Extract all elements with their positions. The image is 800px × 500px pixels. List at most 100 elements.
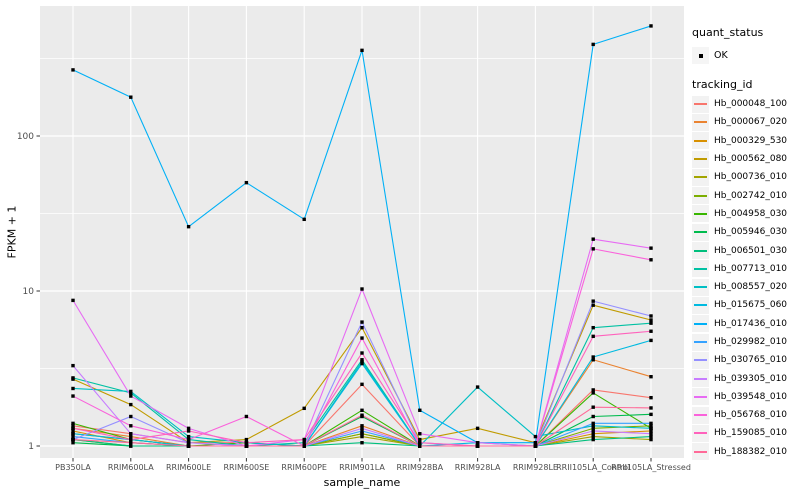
data-point <box>360 358 364 362</box>
data-point <box>360 426 364 431</box>
data-point <box>244 444 249 448</box>
data-point <box>302 437 306 442</box>
data-point <box>649 412 653 417</box>
data-point <box>71 298 75 303</box>
legend-entry-Hb_000329_530: Hb_000329_530 <box>692 132 798 150</box>
data-point <box>71 426 75 431</box>
legend-entry-label: Hb_000562_080 <box>714 154 788 165</box>
data-point <box>591 421 595 426</box>
legend-key-swatch <box>692 132 709 150</box>
legend-entry-Hb_002742_010: Hb_002742_010 <box>692 186 798 205</box>
data-point <box>186 437 191 442</box>
data-point <box>129 441 133 445</box>
legend-entry-Hb_017436_010: Hb_017436_010 <box>692 315 798 333</box>
data-point <box>71 424 75 428</box>
legend-key-swatch <box>692 406 709 424</box>
data-point <box>649 395 653 400</box>
x-tick-label: RRIM928LA <box>455 463 501 472</box>
data-point <box>71 68 75 72</box>
legend-entry-label: Hb_030765_010 <box>714 355 788 366</box>
legend-entry-Hb_007713_010: Hb_007713_010 <box>692 260 798 278</box>
data-point <box>186 444 191 448</box>
x-tick-label: RRIM928BA <box>396 463 443 472</box>
data-point <box>129 437 133 442</box>
legend-entry-Hb_015675_060: Hb_015675_060 <box>692 296 798 314</box>
data-point <box>360 424 364 428</box>
x-tick-label: RRIM600PE <box>281 463 327 472</box>
legend-entry-Hb_188382_010: Hb_188382_010 <box>692 443 798 461</box>
legend-entry-Hb_039548_010: Hb_039548_010 <box>692 388 798 406</box>
data-point <box>71 394 75 398</box>
data-point <box>360 287 364 291</box>
data-point <box>475 385 480 389</box>
data-point <box>591 237 595 241</box>
data-point <box>591 426 595 431</box>
data-point <box>649 246 653 250</box>
x-tick-label: RRIM600LA <box>108 463 154 472</box>
data-point <box>649 374 653 379</box>
data-point <box>186 224 191 229</box>
data-point <box>71 386 75 391</box>
data-point <box>591 391 595 395</box>
legend-key-swatch <box>692 296 709 314</box>
legend-key-swatch <box>692 187 709 205</box>
data-point <box>591 325 595 330</box>
data-point <box>649 329 653 333</box>
x-tick-label: RRIM928LE <box>513 463 558 472</box>
data-point <box>360 320 364 324</box>
legend-entry-label: Hb_000048_100 <box>714 99 788 110</box>
data-point <box>71 429 75 433</box>
data-point <box>360 351 364 355</box>
data-point <box>71 441 75 445</box>
ok-label: OK <box>714 50 728 61</box>
data-point <box>244 441 249 445</box>
legend-key-swatch <box>692 168 709 186</box>
data-point <box>591 437 595 442</box>
legend-entry-label: Hb_006501_030 <box>714 245 788 256</box>
data-point <box>591 405 595 409</box>
legend-entry-Hb_006501_030: Hb_006501_030 <box>692 241 798 260</box>
data-point <box>649 437 653 442</box>
data-point <box>71 437 75 442</box>
ok-point-key-icon <box>692 47 709 64</box>
data-point <box>71 421 75 426</box>
legend-key-swatch <box>692 351 709 369</box>
data-point <box>533 434 538 439</box>
legend-entry-Hb_030765_010: Hb_030765_010 <box>692 351 798 369</box>
legend-entry-Hb_029982_010: Hb_029982_010 <box>692 333 798 351</box>
legend-key-swatch <box>692 260 709 278</box>
data-point <box>360 336 364 340</box>
data-point <box>244 437 249 442</box>
legend-key-swatch <box>692 95 709 113</box>
data-point <box>591 429 595 433</box>
legend-entry-label: Hb_008557_020 <box>714 282 788 293</box>
data-point <box>129 432 133 436</box>
data-point <box>591 432 595 436</box>
data-point <box>591 388 595 392</box>
data-point <box>649 424 653 428</box>
data-point <box>302 441 306 445</box>
data-point <box>649 434 653 439</box>
data-point <box>418 432 422 436</box>
data-point <box>360 429 364 433</box>
data-point <box>302 444 306 448</box>
data-point <box>591 334 595 339</box>
legend-key-swatch <box>692 278 709 296</box>
data-point <box>591 414 595 419</box>
data-point <box>360 408 364 412</box>
data-point <box>129 95 133 99</box>
y-tick-label: 10 <box>23 287 35 297</box>
legend-entry-Hb_008557_020: Hb_008557_020 <box>692 278 798 296</box>
data-point <box>649 426 653 431</box>
data-point <box>418 408 422 412</box>
legend-key-swatch <box>692 113 709 131</box>
x-tick-label: RRII105LA_Control <box>556 463 630 472</box>
data-point <box>649 406 653 410</box>
data-point <box>71 363 75 368</box>
tracking-id-entries: Hb_000048_100 Hb_000067_020 Hb_000329_530 H… <box>692 95 798 461</box>
data-point <box>186 434 191 439</box>
legend-entry-label: Hb_188382_010 <box>714 446 788 457</box>
data-point <box>71 376 75 380</box>
tracking-id-legend-title: tracking_id <box>692 78 753 91</box>
